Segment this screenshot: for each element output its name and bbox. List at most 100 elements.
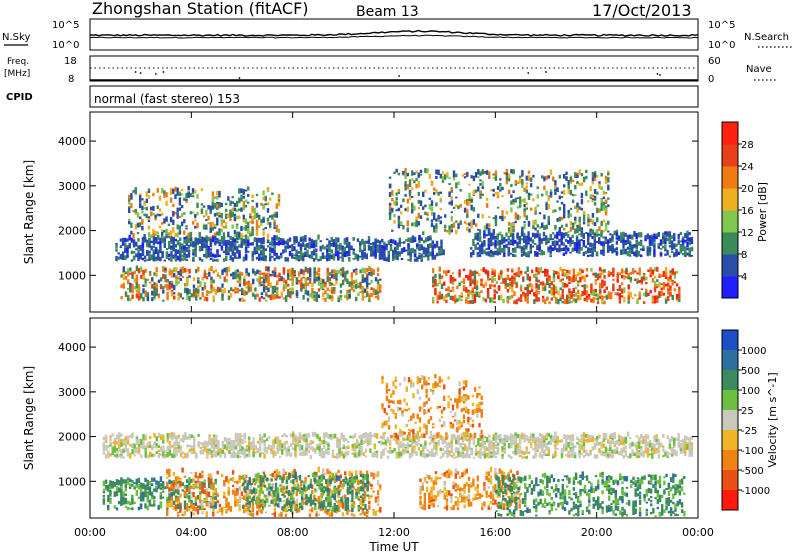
echo-cell — [374, 473, 378, 478]
echo-cell — [310, 239, 314, 244]
echo-cell — [549, 189, 553, 194]
echo-cell — [131, 499, 134, 505]
echo-cell — [348, 250, 351, 256]
echo-cell — [669, 272, 672, 275]
echo-cell — [341, 512, 345, 517]
echo-cell — [662, 232, 665, 236]
echo-cell — [247, 480, 250, 484]
echo-cell — [151, 278, 154, 281]
echo-cell — [115, 249, 118, 252]
echo-cell — [496, 252, 499, 256]
echo-cell — [474, 189, 478, 193]
echo-cell — [185, 192, 188, 199]
echo-cell — [542, 231, 546, 237]
echo-cell — [135, 283, 139, 289]
echo-cell — [312, 249, 316, 254]
echo-cell — [457, 205, 460, 210]
echo-cell — [363, 295, 367, 298]
echo-cell — [525, 189, 528, 194]
echo-cell — [545, 203, 548, 206]
echo-cell — [154, 218, 157, 221]
echo-cell — [302, 295, 305, 300]
echo-cell — [147, 190, 151, 193]
echo-cell — [137, 284, 141, 287]
echo-cell — [225, 243, 228, 249]
echo-cell — [104, 479, 108, 484]
echo-cell — [216, 237, 219, 241]
echo-cell — [483, 171, 487, 174]
echo-cell — [593, 234, 596, 240]
echo-cell — [238, 208, 241, 211]
echo-cell — [334, 243, 338, 249]
echo-cell — [535, 296, 538, 302]
echo-cell — [554, 180, 557, 183]
echo-cell — [537, 279, 540, 283]
echo-cell — [260, 292, 264, 296]
echo-cell — [547, 215, 550, 222]
echo-cell — [454, 278, 457, 282]
echo-cell — [205, 244, 208, 251]
echo-cell — [162, 286, 165, 289]
echo-cell — [528, 277, 532, 282]
echo-cell — [435, 189, 438, 194]
echo-cell — [159, 250, 162, 254]
echo-cell — [600, 252, 603, 255]
echo-cell — [180, 193, 184, 196]
echo-cell — [603, 275, 606, 279]
echo-cell — [244, 243, 248, 247]
echo-cell — [664, 248, 667, 252]
echo-cell — [562, 242, 566, 246]
echo-cell — [166, 498, 169, 502]
echo-cell — [431, 240, 434, 245]
echo-cell — [407, 253, 410, 256]
echo-cell — [196, 194, 199, 199]
echo-cell — [388, 183, 392, 189]
echo-cell — [451, 280, 455, 285]
echo-cell — [468, 222, 471, 227]
echo-cell — [227, 502, 230, 507]
echo-cell — [176, 224, 179, 230]
echo-cell — [475, 285, 479, 291]
echo-cell — [261, 490, 265, 495]
echo-cell — [162, 289, 165, 294]
echo-cell — [277, 256, 281, 260]
echo-cell — [409, 248, 412, 252]
echo-cell — [568, 290, 571, 294]
echo-cell — [408, 179, 412, 184]
echo-cell — [355, 477, 358, 482]
echo-cell — [379, 484, 382, 490]
echo-cell — [164, 280, 167, 283]
echo-cell — [229, 241, 232, 245]
echo-cell — [549, 233, 552, 239]
echo-cell — [177, 514, 180, 517]
echo-cell — [496, 240, 499, 246]
echo-cell — [555, 286, 558, 292]
echo-cell — [512, 202, 515, 205]
echo-cell — [135, 293, 139, 299]
echo-cell — [137, 286, 141, 289]
echo-cell — [276, 274, 279, 278]
echo-cell — [407, 246, 410, 251]
echo-cell — [170, 250, 173, 256]
echo-cell — [295, 510, 298, 513]
echo-cell — [328, 506, 331, 511]
echo-cell — [249, 513, 252, 517]
echo-cell — [571, 234, 574, 238]
echo-cell — [258, 278, 261, 283]
echo-cell — [516, 197, 520, 200]
echo-cell — [223, 506, 226, 509]
echo-cell — [219, 275, 222, 279]
echo-cell — [337, 244, 340, 250]
echo-cell — [602, 229, 606, 233]
echo-cell — [203, 483, 206, 488]
echo-cell — [473, 270, 477, 276]
echo-cell — [507, 173, 511, 179]
echo-cell — [132, 251, 136, 254]
echo-cell — [659, 248, 663, 250]
echo-cell — [409, 250, 412, 255]
echo-cell — [366, 286, 369, 290]
echo-cell — [255, 478, 258, 484]
echo-cell — [519, 205, 522, 208]
echo-cell — [187, 252, 191, 258]
echo-cell — [445, 270, 448, 277]
